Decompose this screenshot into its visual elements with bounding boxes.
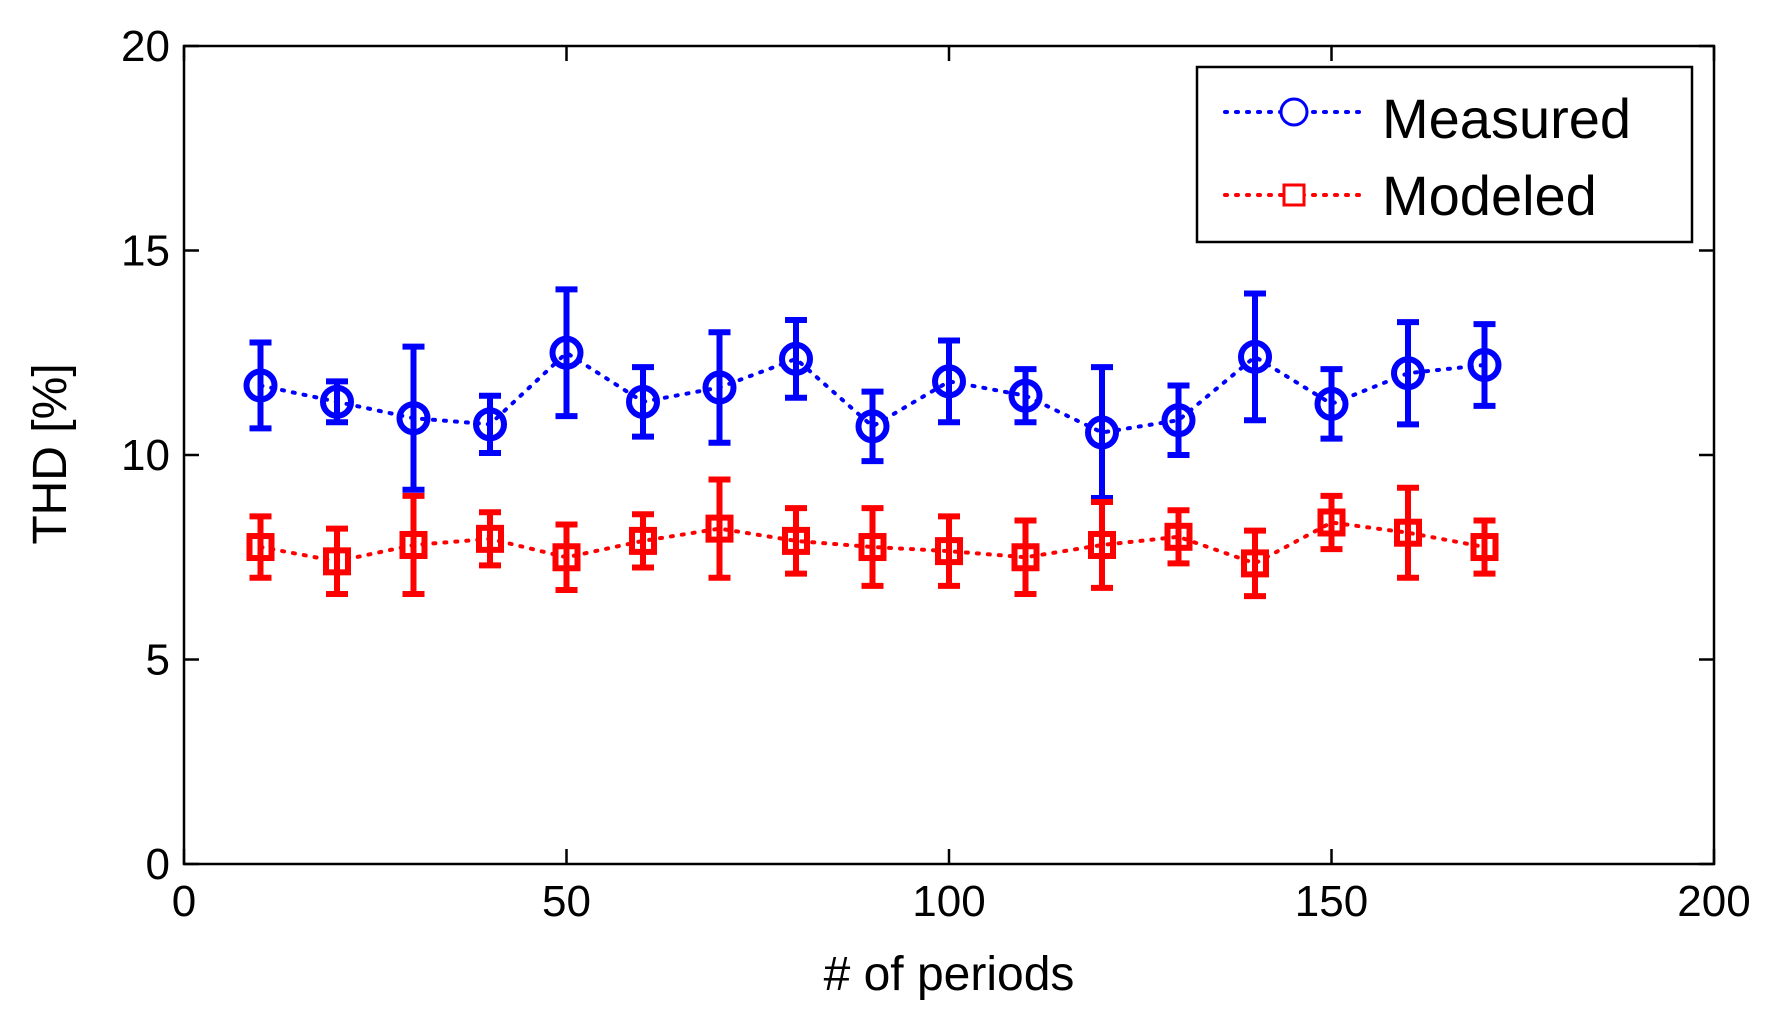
y-tick-label: 15: [121, 227, 170, 276]
legend: Measured Modeled: [1195, 65, 1694, 244]
y-axis-label: THD [%]: [24, 363, 77, 544]
data-point: [473, 407, 507, 442]
data-point: [1161, 403, 1196, 438]
legend-marker: [1279, 97, 1309, 127]
data-point: [1314, 386, 1349, 421]
data-point: [243, 368, 278, 403]
data-point: [1470, 533, 1499, 562]
legend-label-modeled: Modeled: [1382, 164, 1597, 227]
data-point: [1394, 518, 1422, 547]
data-point: [1088, 530, 1116, 559]
y-tick-label: 10: [121, 431, 170, 480]
y-tick-label: 0: [146, 840, 170, 889]
data-point: [1085, 415, 1119, 450]
legend-entries: [1223, 97, 1362, 207]
y-tick-label: 20: [121, 22, 170, 71]
legend-box: [1195, 65, 1694, 244]
series-layer: [243, 286, 1502, 600]
data-point: [626, 384, 660, 419]
data-point: [1241, 549, 1269, 578]
data-point: [629, 526, 657, 555]
data-point: [396, 401, 431, 436]
data-point: [1317, 508, 1346, 537]
data-point: [1008, 378, 1043, 413]
data-point: [552, 543, 581, 572]
data-point: [399, 530, 428, 559]
data-point: [702, 370, 737, 405]
data-point: [782, 526, 810, 555]
series-line: [258, 520, 1487, 566]
data-point: [1011, 543, 1040, 572]
data-point: [855, 409, 890, 444]
series-line: [258, 350, 1487, 435]
data-point: [858, 533, 887, 562]
data-point: [323, 547, 351, 576]
data-point: [320, 384, 354, 419]
data-point: [246, 533, 275, 562]
series-measured: [243, 286, 1502, 501]
x-tick-label: 0: [172, 877, 196, 926]
x-tick-label: 50: [542, 877, 591, 926]
data-point: [1164, 522, 1193, 551]
x-tick-label: 100: [912, 877, 985, 926]
y-tick-label: 5: [146, 636, 170, 685]
data-point: [1467, 348, 1502, 383]
legend-label-measured: Measured: [1382, 87, 1631, 150]
x-tick-label: 150: [1295, 877, 1368, 926]
series-modeled: [246, 476, 1499, 600]
legend-entry-modeled: [1223, 183, 1362, 207]
data-point: [1238, 339, 1272, 374]
data-point: [549, 335, 584, 370]
x-tick-label: 200: [1677, 877, 1750, 926]
data-point: [779, 341, 813, 376]
data-point: [705, 514, 734, 543]
legend-entry-measured: [1223, 97, 1362, 127]
legend-marker: [1282, 183, 1306, 207]
axes-layer: 0 50 100 150 200 0 5 10 15 20: [121, 22, 1751, 926]
x-axis-label: # of periods: [824, 948, 1075, 1001]
data-point: [1391, 356, 1425, 391]
data-point: [932, 364, 966, 399]
data-point: [476, 524, 504, 553]
data-point: [935, 537, 963, 566]
